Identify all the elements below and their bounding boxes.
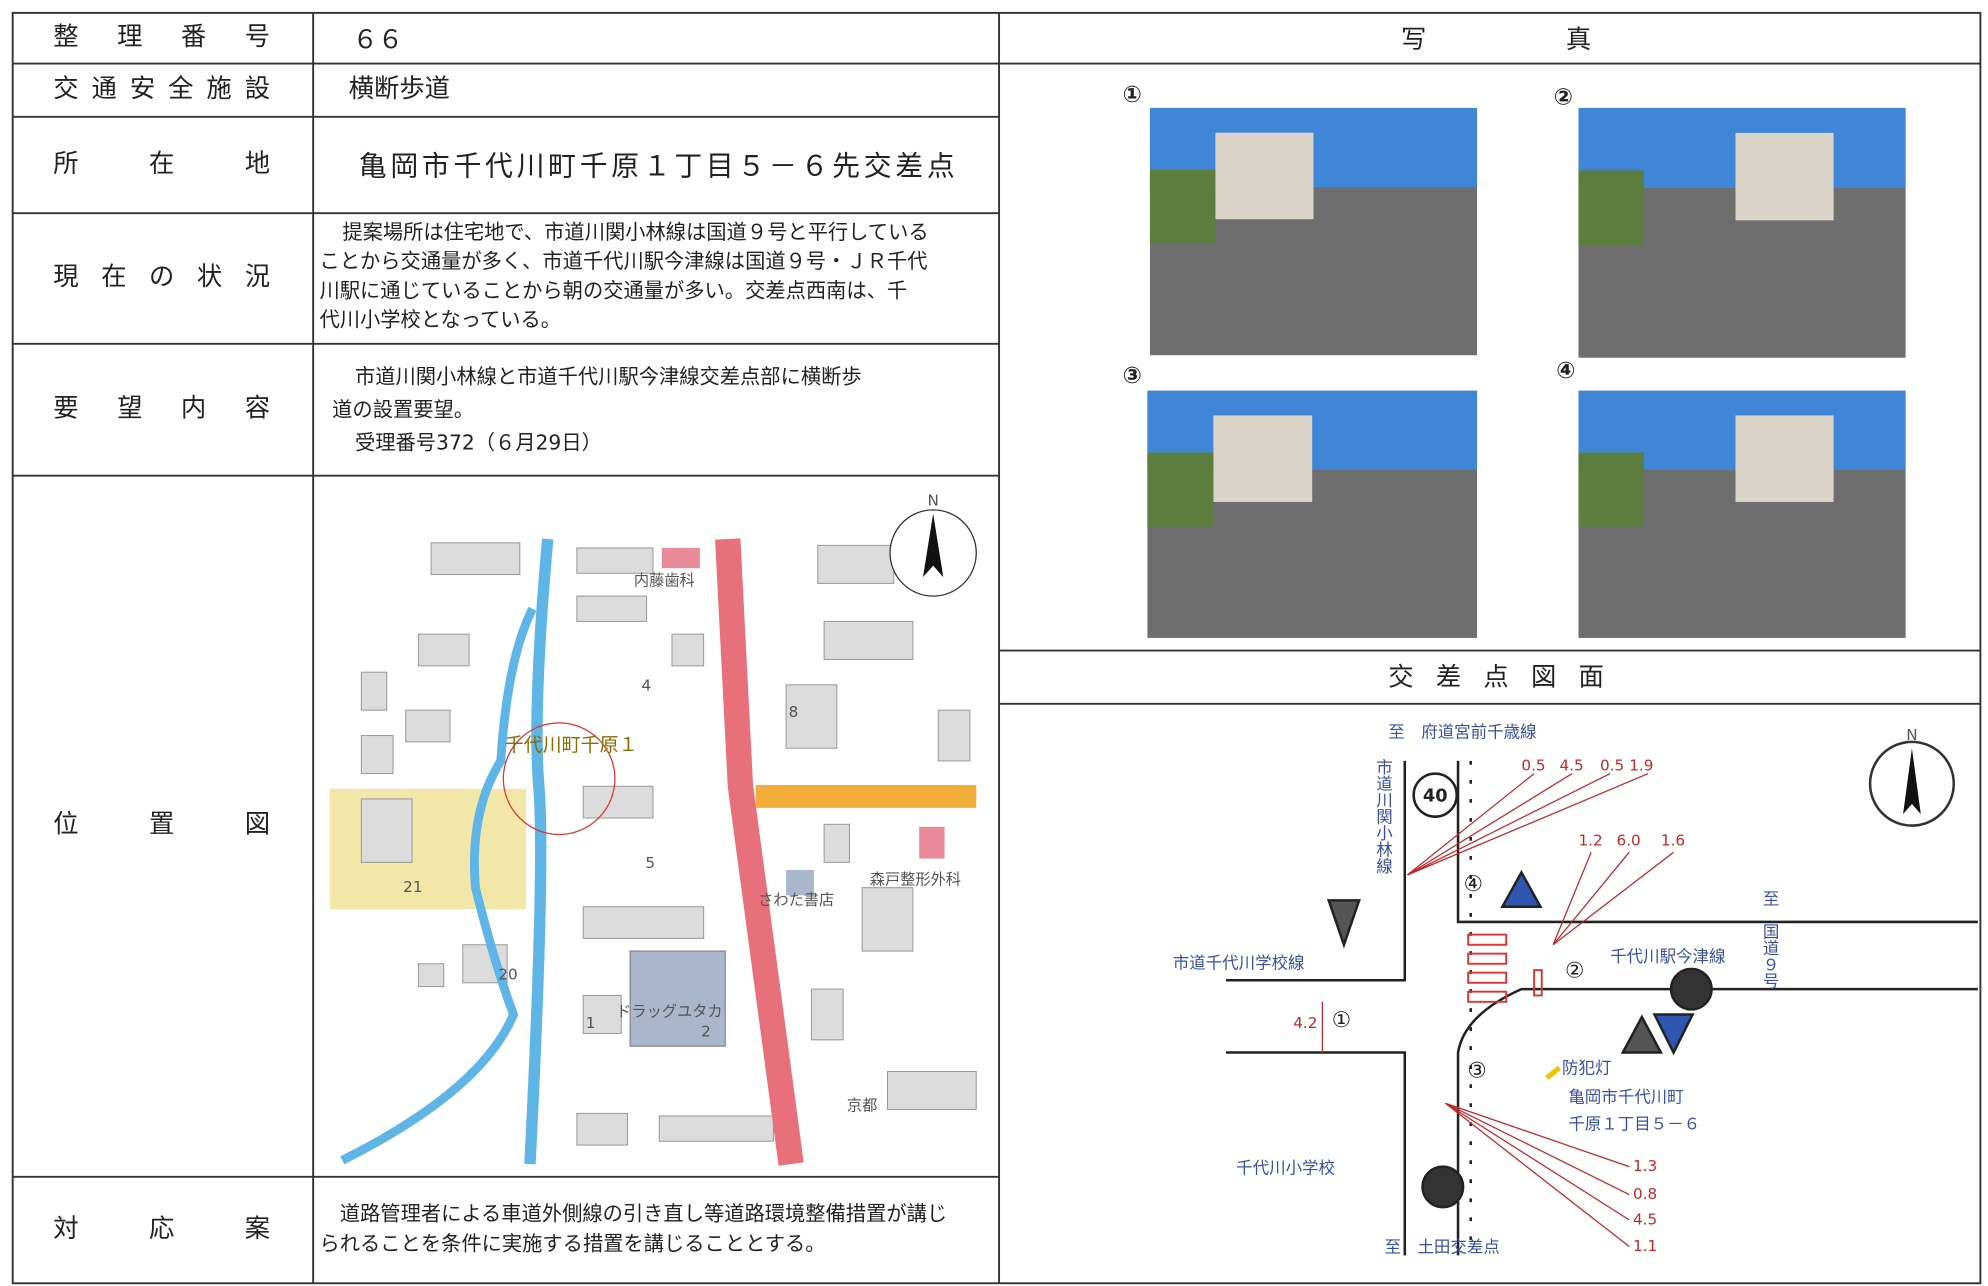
map-label: 千代川町千原１: [505, 734, 638, 756]
road-diagram: [1226, 740, 1978, 1256]
map-label: さわた書店: [758, 891, 834, 909]
paragraph-line: 提案場所は住宅地で、市道川関小林線は国道９号と平行している: [342, 220, 928, 244]
width-label: 1.3: [1633, 1157, 1657, 1175]
diagram-label: 千代川駅今津線: [1610, 947, 1725, 966]
diagram-label: 至 国道９号: [1760, 890, 1779, 990]
paragraph-line: られることを条件に実施する措置を講じることとする。: [319, 1232, 825, 1256]
section-header: 交差点図面: [1388, 662, 1604, 692]
width-label: 6.0: [1617, 831, 1641, 849]
diagram-label: 市道川関小林線: [1373, 758, 1392, 873]
photo-building: [1213, 415, 1313, 502]
diagram-label: 防犯灯: [1562, 1058, 1611, 1077]
map-label: 内藤歯科: [634, 571, 695, 589]
paragraph-line: ことから交通量が多く、市道千代川駅今津線は国道９号・ＪＲ千代: [319, 249, 927, 273]
width-label: 4.5: [1559, 756, 1583, 774]
photo-number: ④: [1556, 358, 1575, 384]
diagram-label: 千原１丁目５－６: [1568, 1114, 1700, 1133]
point-number: ④: [1464, 872, 1483, 897]
width-label: 4.5: [1633, 1210, 1657, 1228]
compass-arrow: [1903, 748, 1921, 815]
paragraph-line: 代川小学校となっている。: [319, 307, 561, 331]
row-label: 要望内容: [53, 393, 270, 423]
point-number: ③: [1467, 1059, 1486, 1084]
form-grid: [11, 11, 1982, 1285]
paragraph-line: 川駅に通じていることから朝の交通量が多い。交差点西南は、千: [319, 278, 907, 302]
section-header: 写真: [1401, 24, 1591, 54]
photo-building: [1735, 415, 1834, 502]
point-number: ①: [1332, 1008, 1351, 1033]
width-label: 1.1: [1633, 1237, 1657, 1255]
diagram-label: 千代川小学校: [1236, 1159, 1335, 1178]
paragraph-line: 道路管理者による車道外側線の引き直し等道路環境整備措置が講じ: [340, 1201, 947, 1225]
map-label: 5: [645, 854, 655, 872]
map-label: 京都: [847, 1096, 877, 1114]
row-label: 位置図: [53, 809, 270, 839]
map-label: ドラッグユタカ: [616, 1002, 722, 1020]
width-label: 4.2: [1293, 1014, 1317, 1032]
diagram-label: 市道千代川学校線: [1173, 953, 1305, 972]
compass: N: [927, 491, 938, 509]
paragraph-line: 市道川関小林線と市道千代川駅今津線交差点部に横断歩: [355, 365, 862, 389]
point-number: ②: [1565, 958, 1584, 983]
width-label: 0.5: [1521, 756, 1545, 774]
photo-building: [1215, 132, 1314, 220]
width-label: 1.2: [1578, 831, 1602, 849]
photo-greenery: [1147, 452, 1214, 527]
diagram-label: 至 府道宮前千歳線: [1388, 723, 1536, 742]
location-map: [329, 509, 977, 1166]
map-label: 21: [403, 878, 422, 896]
row-label: 交通安全施設: [53, 73, 270, 103]
row-label: 対応案: [53, 1213, 270, 1243]
photo-building: [1735, 132, 1834, 221]
map-label: 4: [642, 677, 652, 695]
width-label: 0.8: [1633, 1185, 1657, 1203]
diagram-label: 至 土田交差点: [1384, 1237, 1499, 1256]
photo-greenery: [1578, 452, 1644, 527]
photo-number: ②: [1554, 84, 1573, 110]
photo-greenery: [1149, 169, 1216, 244]
width-label: 1.9: [1629, 756, 1653, 774]
map-label: 1: [586, 1014, 596, 1032]
diagram-label: 亀岡市千代川町: [1568, 1088, 1683, 1107]
map-label: 森戸整形外科: [870, 871, 961, 889]
speed-sign: 40: [1423, 786, 1448, 806]
row-label: 整理番号: [53, 21, 270, 51]
width-label: 0.5: [1600, 756, 1624, 774]
map-label: 8: [789, 703, 799, 721]
map-label: 2: [701, 1023, 711, 1041]
compass: N: [1906, 726, 1917, 744]
value: 横断歩道: [349, 73, 450, 103]
value: ６６: [352, 24, 403, 54]
width-label: 1.6: [1661, 831, 1685, 849]
photo-number: ③: [1123, 363, 1142, 389]
row-label: 現在の状況: [53, 261, 270, 291]
value: 亀岡市千代川町千原１丁目５－６先交差点: [359, 150, 955, 183]
paragraph-line: 受理番号372（６月29日）: [355, 430, 602, 454]
paragraph-line: 道の設置要望。: [332, 397, 474, 421]
photo-greenery: [1578, 170, 1644, 246]
map-label: 20: [498, 966, 517, 984]
row-label: 所在地: [53, 148, 270, 178]
photo-number: ①: [1123, 82, 1142, 108]
